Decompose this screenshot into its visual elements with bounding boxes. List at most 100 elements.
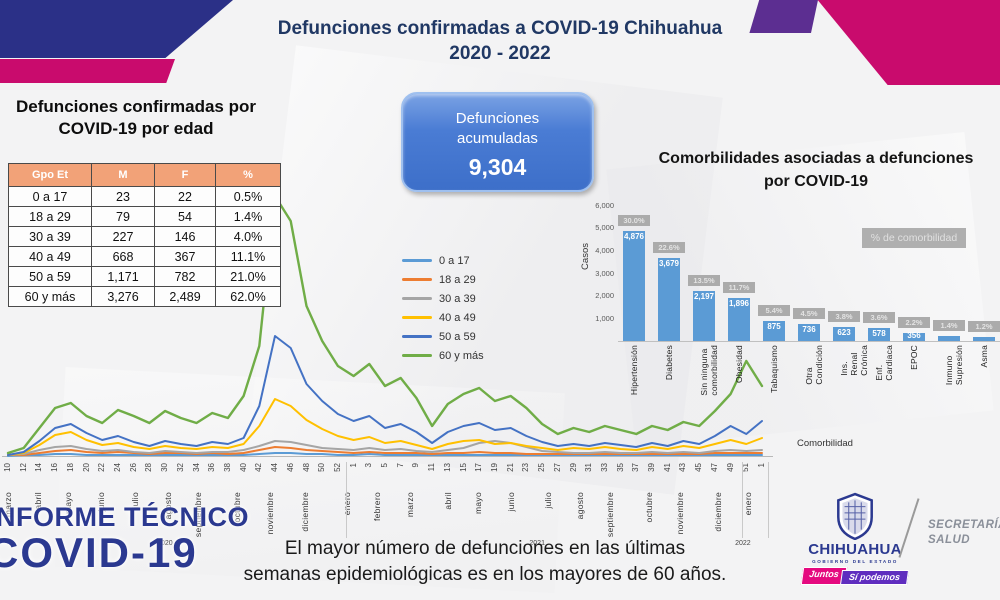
bar-ytick-label: 1,000 — [595, 313, 614, 323]
key-finding-note: El mayor número de defunciones en las úl… — [235, 536, 735, 587]
week-tick-label: 16 — [50, 463, 60, 472]
slogan-si-podemos: Sí podemos — [840, 570, 910, 585]
age-table-header-cell: Gpo Et — [8, 163, 92, 187]
header-purple-shape — [749, 0, 818, 33]
week-tick-label: 27 — [552, 463, 562, 472]
age-table-title-line2: COVID-19 por edad — [58, 119, 214, 139]
table-row: 50 a 59 1,171 782 21.0% — [8, 266, 281, 287]
month-label: abril — [442, 492, 453, 510]
legend-swatch — [402, 296, 432, 301]
secretaria-line1: SECRETARÍA — [928, 519, 1000, 531]
week-tick-label: 34 — [191, 463, 201, 472]
week-tick-label: 50 — [317, 463, 327, 472]
month-label: enero — [342, 492, 353, 516]
week-tick-label: 7 — [395, 463, 405, 468]
axis-year-separator — [741, 462, 743, 538]
secretaria-line2: SALUD — [928, 533, 971, 546]
table-cell: 782 — [154, 266, 216, 287]
bar-value-label: 2,197 — [693, 292, 715, 302]
axis-year-separator — [345, 462, 347, 538]
bar-value-label: 4,876 — [623, 231, 645, 241]
table-cell: 0 a 17 — [8, 186, 92, 207]
week-tick-label: 37 — [631, 463, 641, 472]
age-table-header-cell: F — [154, 163, 216, 187]
accumulated-deaths-box: Defunciones acumuladas 9,304 — [401, 92, 594, 192]
week-tick-label: 47 — [709, 463, 719, 472]
key-finding-note-line2: semanas epidemiológicas es en los mayore… — [243, 563, 727, 585]
week-tick-label: 5 — [380, 463, 389, 468]
week-tick-label: 42 — [254, 463, 264, 472]
bar — [938, 335, 960, 341]
bar-value-label: 736 — [802, 325, 816, 335]
bar-chart-plot: 4,876 30.0% Hipertensión 3,679 22.6% Diabetes… — [618, 205, 1000, 396]
bar-category-label: Ins. Renal Crónica — [839, 344, 869, 376]
key-finding-note-line1: El mayor número de defunciones en las úl… — [284, 538, 686, 559]
week-tick-label: 44 — [270, 463, 279, 472]
bar-percent-badge: 5.4% — [758, 305, 790, 317]
table-cell: 1.4% — [215, 206, 281, 227]
month-label: agosto — [574, 492, 585, 520]
legend-label: 30 a 39 — [439, 292, 476, 305]
legend-swatch — [402, 315, 432, 320]
week-tick-label: 28 — [144, 463, 154, 472]
bar-value-label: 578 — [872, 328, 886, 338]
week-tick-label: 13 — [442, 463, 452, 472]
bar-category-label: Enf. Cardiaca — [874, 345, 894, 381]
month-label: noviembre — [675, 492, 686, 535]
bar-value-label: 356 — [907, 331, 921, 340]
week-tick-label: 43 — [678, 463, 688, 472]
bar — [623, 230, 645, 341]
table-row: 60 y más 3,276 2,489 62.0% — [8, 286, 281, 307]
week-tick-label: 41 — [662, 463, 672, 472]
legend-label: 40 a 49 — [439, 311, 476, 324]
week-tick-label: 46 — [285, 463, 295, 472]
legend-swatch — [402, 353, 432, 358]
bar-percent-badge: 2.2% — [898, 316, 930, 328]
week-tick-label: 3 — [364, 463, 374, 468]
bar-percent-badge: 3.6% — [863, 311, 895, 323]
week-tick-label: 30 — [160, 463, 170, 472]
table-cell: 30 a 39 — [8, 226, 92, 247]
week-tick-label: 17 — [474, 463, 484, 472]
page-title-line2: 2020 - 2022 — [449, 42, 551, 64]
month-label: marzo — [405, 492, 416, 518]
table-cell: 2,489 — [154, 286, 216, 307]
header-magenta-shape — [0, 59, 175, 83]
legend-swatch — [402, 258, 432, 263]
page-title-line1: Defunciones confirmadas a COVID-19 Chihu… — [277, 18, 723, 39]
week-tick-label: 33 — [599, 463, 609, 472]
table-cell: 54 — [154, 206, 216, 227]
week-tick-label: 25 — [537, 463, 547, 472]
legend-swatch — [402, 334, 432, 339]
bar-category-label: Hipertensión — [629, 345, 639, 396]
bar-category-label: Inmuno Supresión — [944, 345, 964, 386]
week-tick-label: 39 — [647, 463, 656, 472]
bar-ytick-label: 2,000 — [595, 291, 614, 301]
table-cell: 18 a 29 — [8, 206, 92, 227]
week-tick-label: 23 — [521, 463, 531, 472]
accumulated-label-line1: Defunciones — [455, 110, 540, 127]
table-cell: 40 a 49 — [8, 246, 92, 267]
bar-chart-xlabel: Comorbilidad — [797, 438, 853, 449]
legend-label: 0 a 17 — [439, 254, 470, 267]
bar-ytick-label: 3,000 — [595, 268, 614, 278]
legend-item: 18 a 29 — [402, 270, 484, 289]
week-tick-label: 11 — [427, 463, 437, 472]
week-tick-label: 9 — [411, 463, 421, 468]
week-tick-label: 35 — [615, 463, 625, 472]
year-label: 2022 — [735, 540, 751, 547]
secretaria-salud-logo: SECRETARÍA SALUD — [928, 518, 1000, 548]
week-tick-label: 49 — [725, 463, 735, 472]
table-cell: 50 a 59 — [8, 266, 92, 287]
week-tick-label: 31 — [584, 463, 594, 472]
bar-chart-title-line1: Comorbilidades asociadas a defunciones — [658, 150, 974, 167]
month-label: diciembre — [713, 492, 723, 532]
bar-chart-title-line2: por COVID-19 — [763, 173, 868, 191]
bar-ytick-label: 5,000 — [595, 223, 614, 233]
age-table-header-cell: M — [91, 163, 155, 187]
week-tick-label: 45 — [694, 463, 704, 472]
month-label: septiembre — [604, 492, 615, 538]
legend-label: 18 a 29 — [439, 273, 476, 286]
week-tick-label: 32 — [175, 463, 185, 472]
month-label: junio — [505, 492, 516, 512]
